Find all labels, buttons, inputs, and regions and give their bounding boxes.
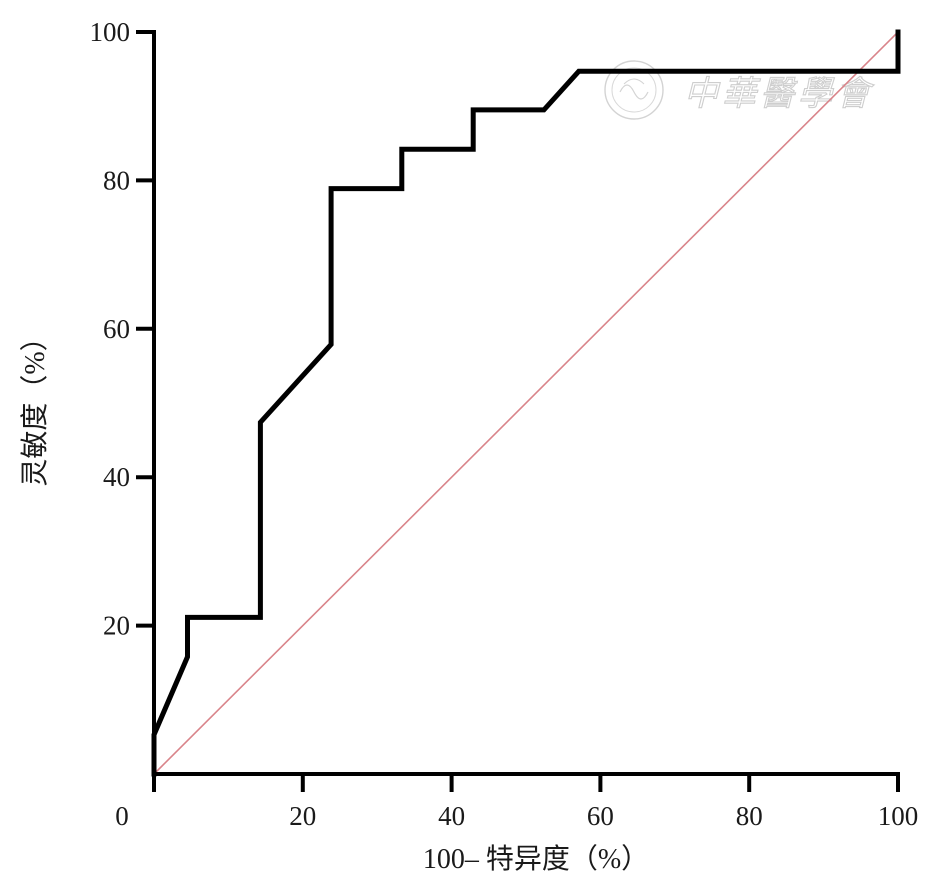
watermark-seal-icon (604, 60, 664, 120)
x-tick-label: 20 (289, 801, 316, 831)
reference-diagonal-line (153, 31, 899, 775)
x-tick-label: 0 (115, 801, 129, 831)
y-tick-label: 60 (103, 314, 130, 344)
reference-line-layer (153, 31, 899, 775)
x-axis-title: 100– 特异度（%） (423, 843, 649, 875)
x-tick-label: 60 (587, 801, 614, 831)
watermark-text: 中華醫學會 (684, 76, 875, 113)
y-tick-label: 100 (90, 17, 131, 47)
y-axis-title: 灵敏度（%） (19, 323, 51, 486)
roc-curve-layer (151, 29, 901, 777)
x-tick-label: 100 (878, 801, 919, 831)
axes (152, 30, 900, 776)
watermark: 中華醫學會 (604, 60, 875, 120)
x-tick-label: 80 (736, 801, 763, 831)
ticks: 0 20 40 60 80 100 20 40 60 80 100 (90, 17, 919, 831)
y-tick-label: 20 (103, 611, 130, 641)
x-tick-label: 40 (438, 801, 465, 831)
y-tick-label: 40 (103, 462, 130, 492)
roc-curve-line (151, 29, 901, 777)
y-tick-label: 80 (103, 165, 130, 195)
